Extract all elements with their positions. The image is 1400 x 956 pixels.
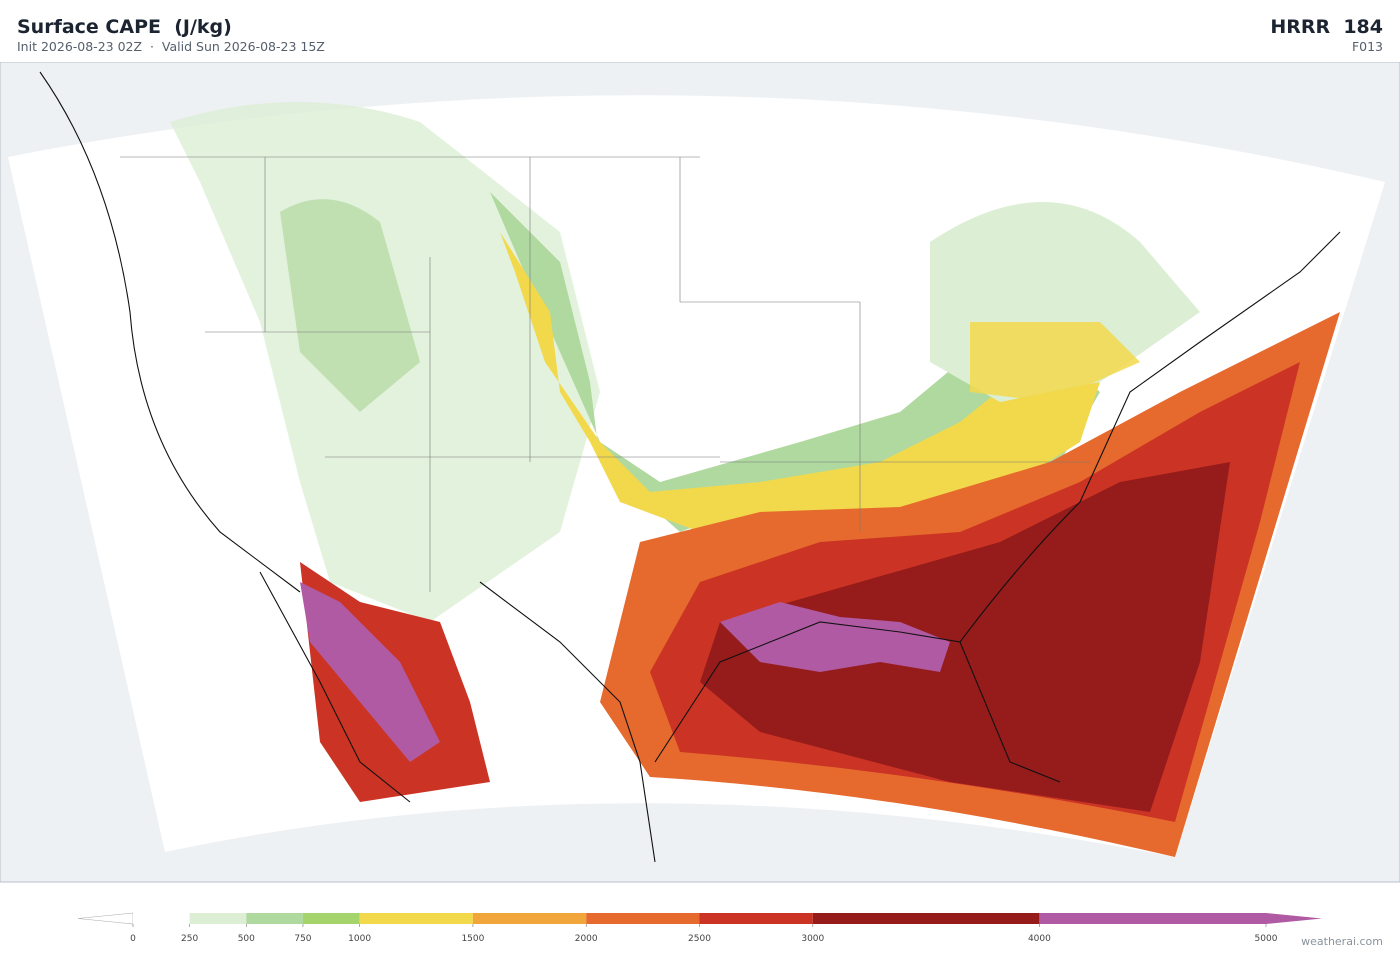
model-label: HRRR 184 [1270,16,1383,38]
colorbar-tick-label: 500 [238,934,255,944]
cape-area [700,462,1230,812]
cape-area [500,232,1100,532]
colorbar-bin [246,913,303,924]
colorbar-tick-label: 3000 [801,934,824,944]
colorbar-tick-label: 2500 [688,934,711,944]
cape-area [300,582,440,762]
colorbar-bin [133,913,190,924]
colorbar-extension-low [77,912,134,925]
colorbar-tick-label: 4000 [1028,934,1051,944]
colorbar-bin [699,913,813,924]
colorbar-bin [189,913,247,924]
cape-area [280,199,420,412]
colorbar-bin [359,913,473,924]
title: Surface CAPE (J/kg) [17,16,232,38]
colorbar-tick-label: 2000 [575,934,598,944]
colorbar-tick-label: 5000 [1255,934,1278,944]
cape-area [720,602,950,672]
colorbar: 0 250 500 750 1000 1500 2000 2500 3000 4000 5000 [77,912,1322,944]
colorbar-tick-label: 750 [294,934,311,944]
colorbar-tick-label: 250 [181,934,198,944]
state-borders [120,156,1090,592]
colorbar-tick-label: 0 [130,934,136,944]
colorbar-bin [302,913,360,924]
forecast-hour: F013 [1351,39,1383,54]
colorbar-extension-high [1266,913,1322,924]
credit: weatherai.com [1301,935,1383,948]
coastline [39,71,1341,863]
cape-area [970,322,1140,402]
colorbar-bin [472,913,587,924]
colorbar-bin [1039,913,1266,924]
map [0,62,1400,883]
colorbar-bin [812,913,1040,924]
colorbar-bin [586,913,700,924]
subtitle: Init 2026-08-23 02Z · Valid Sun 2026-08-… [17,39,325,54]
colorbar-tick-label: 1500 [461,934,484,944]
colorbar-tick-label: 1000 [348,934,371,944]
